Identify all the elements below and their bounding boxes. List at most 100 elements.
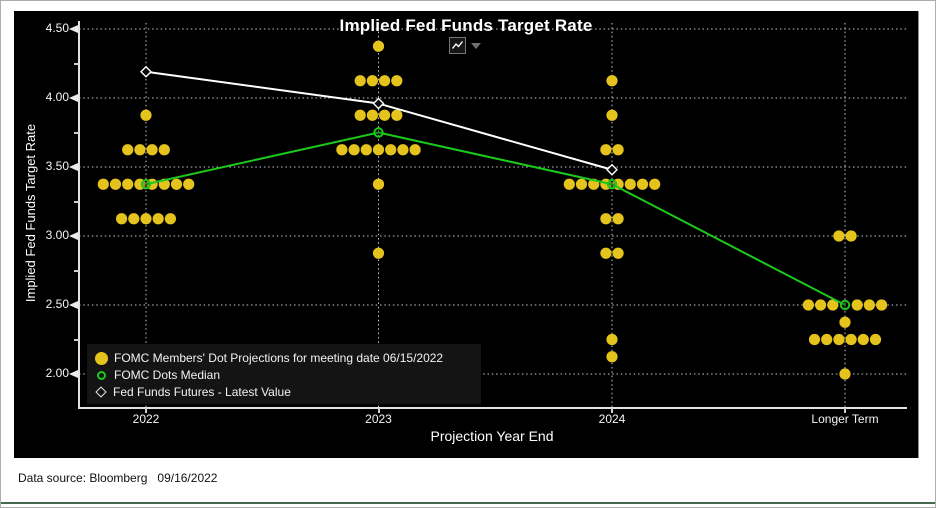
fomc-dot [97,178,109,190]
fomc-dot [409,144,421,156]
fomc-dot [857,333,869,346]
line-chart-icon [449,37,466,54]
fomc-dot [128,213,140,225]
fomc-dot [109,178,122,190]
x-tick-mark [145,408,147,413]
x-tick-label: Longer Term [811,412,879,426]
y-minor-tick [74,269,79,272]
median-marker [839,299,851,311]
fomc-dot [140,109,152,121]
fomc-dot [366,109,378,121]
legend-label: FOMC Members' Dot Projections for meetin… [114,351,444,365]
y-tick-arrow [69,94,78,102]
fomc-dot [802,299,815,311]
legend-item-futures: Fed Funds Futures - Latest Value [95,384,473,400]
fomc-dot [845,230,857,242]
y-minor-tick [74,200,79,203]
fomc-dot [146,144,158,156]
y-tick-label: 4.00 [45,90,69,104]
futures-marker [372,97,385,110]
legend-item-median: FOMC Dots Median [95,367,473,383]
x-tick-label: 2024 [598,412,626,426]
bottom-divider [1,502,935,504]
white-diamond-icon [95,386,107,398]
fomc-dot [575,178,588,190]
y-minor-tick [74,338,79,341]
fomc-dot [833,230,845,242]
fomc-dot [600,247,612,259]
fomc-dot [366,75,378,87]
futures-marker [606,163,618,176]
fomc-dot [348,144,360,156]
y-tick-label: 2.50 [45,297,69,311]
fomc-dot [815,299,827,311]
fomc-dot [385,144,397,156]
y-minor-tick [74,131,79,134]
fomc-dot [116,213,128,225]
fomc-dot [600,213,612,225]
fomc-dot [606,109,618,121]
y-tick-label: 4.50 [45,21,69,35]
data-source-note: Data source: Bloomberg 09/16/2022 [18,471,218,485]
y-tick-arrow [69,163,78,171]
fomc-dot [379,109,391,121]
fomc-dot [152,213,164,225]
fomc-dot [636,178,649,190]
median-marker [606,179,618,190]
fomc-dot [372,247,385,259]
fomc-dot [808,333,821,346]
fomc-dot [839,316,851,328]
fomc-dot [170,178,183,190]
fomc-dot [397,144,409,156]
fomc-dot [606,75,618,87]
median-marker [140,179,152,190]
fomc-dot [827,299,839,311]
legend-item-dots: FOMC Members' Dot Projections for meetin… [95,350,473,366]
median-line [145,131,846,306]
fomc-dot [122,178,134,190]
caret-down-icon [471,43,481,49]
chart-title: Implied Fed Funds Target Rate [339,16,593,35]
y-minor-tick [74,62,79,65]
fomc-dot [372,40,385,52]
fomc-dot [869,333,882,346]
y-tick-arrow [69,301,78,309]
futures-marker [140,65,152,78]
y-tick-label: 2.00 [45,366,69,380]
x-axis-title: Projection Year End [430,428,554,444]
fomc-dot [845,333,857,346]
y-tick-arrow [69,25,78,33]
y-tick-label: 3.00 [45,228,69,242]
y-axis-title: Implied Fed Funds Target Rate [23,123,38,303]
fomc-dot [372,144,385,156]
x-tick-label: 2023 [365,412,392,426]
legend: FOMC Members' Dot Projections for meetin… [87,344,481,404]
fomc-dot [122,144,134,156]
yellow-dot-icon [95,351,108,365]
fomc-dot [624,178,636,190]
y-tick-arrow [69,232,78,240]
fomc-dot [183,178,195,190]
fomc-dot [600,144,612,156]
fomc-dot [606,333,618,346]
chart-type-button[interactable] [449,37,495,57]
fomc-dot [134,144,146,156]
median-marker [373,127,384,138]
legend-label: FOMC Dots Median [114,368,221,382]
fomc-dot [612,144,624,156]
fomc-dot [876,299,888,311]
fomc-dot [649,178,661,190]
x-tick-label: 2022 [132,412,160,426]
y-tick-arrow [69,370,78,378]
x-tick-mark [611,408,613,413]
fomc-dot [851,299,863,311]
x-tick-mark [844,408,846,413]
legend-label: Fed Funds Futures - Latest Value [113,385,291,399]
fomc-dot [391,109,403,121]
fomc-dot [164,213,176,225]
fomc-dot [821,333,833,346]
fomc-dot [563,178,575,190]
fomc-dot [140,213,152,225]
fomc-dot [354,109,366,121]
